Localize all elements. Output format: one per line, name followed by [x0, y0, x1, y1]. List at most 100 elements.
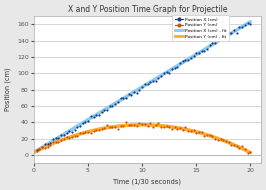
Point: [105, 108, 109, 111]
Point: [192, 54, 196, 57]
Point: [202, 49, 206, 52]
Point: [216, 39, 220, 42]
Point: [192, 129, 196, 132]
X-axis label: Time (1/30 seconds): Time (1/30 seconds): [113, 179, 181, 185]
Point: [227, 31, 231, 34]
Point: [62, 133, 66, 136]
Point: [218, 137, 223, 140]
Y-axis label: Position (cm): Position (cm): [5, 68, 11, 112]
Point: [135, 91, 139, 94]
Point: [132, 90, 136, 93]
Point: [156, 121, 161, 124]
Point: [137, 122, 142, 125]
Point: [200, 130, 204, 133]
Point: [48, 141, 52, 144]
Point: [127, 93, 131, 96]
Point: [205, 133, 209, 136]
Point: [92, 115, 96, 118]
Point: [205, 48, 209, 51]
Point: [175, 65, 180, 68]
Point: [92, 129, 96, 132]
Point: [40, 145, 44, 148]
Point: [162, 125, 166, 128]
Point: [197, 52, 201, 55]
Point: [164, 70, 169, 73]
Point: [43, 142, 47, 145]
Point: [208, 134, 212, 137]
Point: [232, 143, 236, 146]
Point: [116, 101, 120, 104]
Point: [118, 96, 123, 99]
Point: [218, 38, 223, 41]
Point: [183, 126, 188, 129]
Point: [73, 135, 77, 138]
Point: [113, 125, 117, 128]
Point: [83, 121, 88, 124]
Point: [70, 130, 74, 133]
Point: [105, 124, 109, 127]
Point: [118, 124, 123, 127]
Point: [73, 128, 77, 131]
Point: [75, 135, 80, 138]
Point: [208, 44, 212, 47]
Point: [237, 147, 242, 150]
Point: [248, 150, 252, 153]
Point: [94, 113, 98, 116]
Point: [246, 22, 250, 25]
Point: [94, 129, 98, 132]
Title: X and Y Position Time Graph for Projectile: X and Y Position Time Graph for Projecti…: [68, 5, 227, 14]
Point: [248, 23, 252, 26]
Point: [64, 135, 69, 139]
Point: [135, 125, 139, 128]
Point: [167, 126, 171, 129]
Point: [129, 93, 134, 97]
Point: [172, 66, 177, 69]
Point: [35, 149, 39, 152]
Point: [102, 126, 106, 129]
Point: [140, 122, 144, 125]
Point: [181, 60, 185, 63]
Point: [51, 141, 55, 144]
Point: [99, 111, 104, 114]
Point: [148, 122, 152, 125]
Point: [197, 131, 201, 134]
Point: [213, 42, 217, 45]
Point: [35, 150, 39, 153]
Point: [129, 123, 134, 126]
Point: [210, 41, 215, 44]
Point: [240, 145, 244, 148]
Point: [53, 140, 58, 143]
Point: [75, 125, 80, 128]
Point: [116, 127, 120, 130]
Point: [164, 125, 169, 128]
Point: [159, 125, 163, 128]
Point: [202, 135, 206, 138]
Point: [102, 108, 106, 111]
Point: [124, 121, 128, 124]
Point: [78, 124, 82, 127]
Point: [224, 34, 228, 37]
Point: [78, 132, 82, 135]
Point: [43, 146, 47, 149]
Point: [221, 139, 225, 142]
Point: [186, 129, 190, 132]
Point: [189, 56, 193, 59]
Point: [67, 129, 71, 132]
Point: [178, 62, 182, 65]
Point: [216, 139, 220, 142]
Point: [178, 126, 182, 129]
Point: [156, 77, 161, 80]
Point: [113, 102, 117, 105]
Point: [151, 79, 155, 82]
Point: [64, 132, 69, 135]
Point: [243, 148, 247, 151]
Point: [40, 145, 44, 148]
Point: [89, 131, 93, 134]
Point: [243, 24, 247, 27]
Point: [121, 97, 125, 100]
Point: [132, 124, 136, 127]
Point: [183, 58, 188, 61]
Point: [213, 138, 217, 141]
Point: [170, 127, 174, 130]
Point: [53, 137, 58, 140]
